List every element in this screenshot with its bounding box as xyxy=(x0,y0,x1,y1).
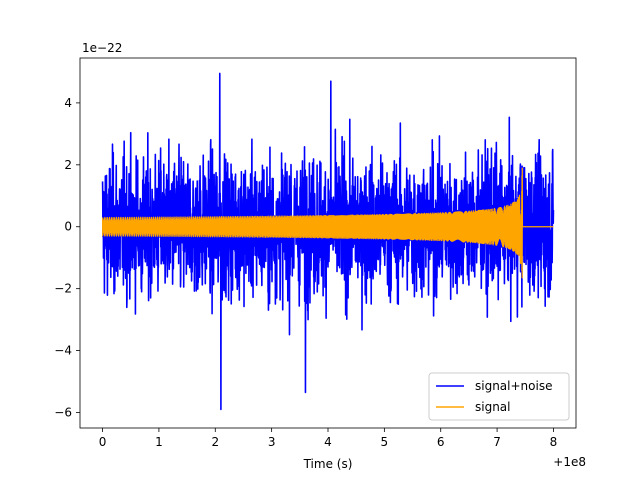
x-tick-label: 5 xyxy=(381,435,389,449)
x-tick-label: 7 xyxy=(493,435,501,449)
x-tick-label: 3 xyxy=(268,435,276,449)
series-line-signal xyxy=(101,167,554,279)
y-tick-label: −4 xyxy=(54,344,72,358)
y-axis-ticks: −6 −4 −2 0 2 4 xyxy=(54,96,80,420)
y-axis-scale-label: 1e−22 xyxy=(82,41,122,55)
x-tick-label: 2 xyxy=(211,435,219,449)
legend-label-signal-noise: signal+noise xyxy=(475,379,552,393)
y-tick-label: 2 xyxy=(64,158,72,172)
legend-box xyxy=(428,372,570,421)
y-tick-label: −6 xyxy=(54,406,72,420)
x-axis-label: Time (s) xyxy=(303,457,353,471)
legend: signal+noise signal xyxy=(428,372,570,421)
series-layer xyxy=(101,72,555,411)
x-tick-label: 6 xyxy=(437,435,445,449)
y-tick-label: 4 xyxy=(64,96,72,110)
y-tick-label: −2 xyxy=(54,282,72,296)
legend-label-signal: signal xyxy=(475,400,511,414)
x-axis-ticks: 0 1 2 3 4 5 6 7 8 xyxy=(99,428,558,449)
x-tick-label: 4 xyxy=(324,435,332,449)
x-tick-label: 8 xyxy=(550,435,558,449)
y-tick-label: 0 xyxy=(64,220,72,234)
x-tick-label: 1 xyxy=(155,435,163,449)
series-line-signal-noise xyxy=(101,72,555,411)
x-axis-offset-label: +1e8 xyxy=(553,455,586,469)
x-tick-label: 0 xyxy=(99,435,107,449)
